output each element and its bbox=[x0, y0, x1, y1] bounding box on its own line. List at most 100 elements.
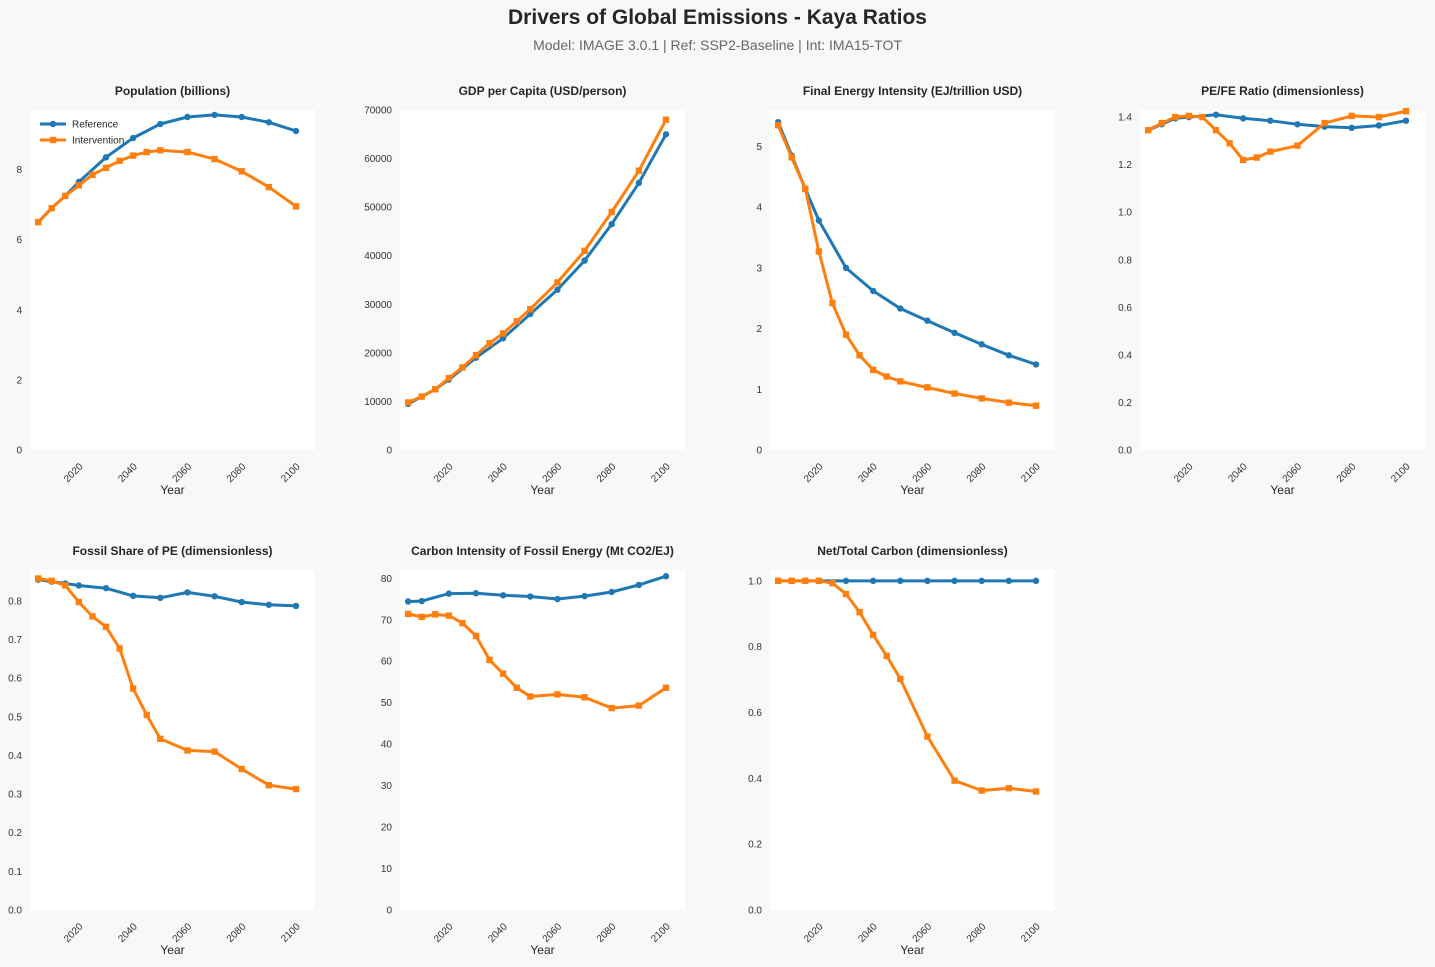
data-point bbox=[581, 247, 588, 255]
data-point bbox=[432, 611, 439, 618]
chart-title: Net/Total Carbon (dimensionless) bbox=[817, 544, 1007, 558]
x-tick-label: 2060 bbox=[541, 921, 565, 945]
chart-panel-7: Net/Total Carbon (dimensionless) 0.0 0.2 0.… bbox=[748, 544, 1055, 957]
data-point bbox=[527, 693, 534, 700]
data-point bbox=[472, 352, 480, 359]
data-point bbox=[211, 748, 218, 755]
x-tick-label: 2100 bbox=[1019, 461, 1043, 485]
y-tick-label: 20 bbox=[381, 823, 393, 834]
y-tick-label: 0.2 bbox=[8, 828, 22, 839]
data-point bbox=[978, 341, 985, 348]
data-point bbox=[581, 694, 588, 701]
data-point bbox=[238, 598, 245, 606]
y-tick-label: 0.8 bbox=[8, 596, 22, 607]
plot-area bbox=[30, 110, 315, 450]
x-tick-label: 2020 bbox=[802, 921, 826, 945]
data-point bbox=[34, 575, 42, 582]
data-point bbox=[292, 203, 300, 210]
x-tick-label: 2080 bbox=[965, 921, 989, 945]
data-point bbox=[869, 287, 877, 295]
plot-area bbox=[30, 570, 315, 910]
data-point bbox=[883, 652, 890, 660]
data-point bbox=[1032, 402, 1040, 409]
data-point bbox=[445, 590, 453, 597]
data-point bbox=[292, 785, 300, 793]
y-tick-label: 0.0 bbox=[8, 906, 22, 917]
data-point bbox=[404, 399, 412, 406]
data-point bbox=[157, 594, 164, 602]
data-point bbox=[129, 152, 137, 159]
data-point bbox=[1185, 112, 1193, 120]
y-tick-label: 0.6 bbox=[8, 674, 22, 685]
y-tick-label: 5 bbox=[756, 142, 762, 153]
data-point bbox=[129, 592, 137, 600]
x-axis-label: Year bbox=[530, 483, 554, 497]
chart-title: GDP per Capita (USD/person) bbox=[459, 84, 627, 98]
data-point bbox=[75, 182, 83, 189]
data-point bbox=[116, 645, 123, 652]
y-tick-label: 0.4 bbox=[748, 774, 762, 785]
x-tick-label: 2100 bbox=[279, 921, 303, 945]
data-point bbox=[924, 317, 931, 324]
x-tick-label: 2080 bbox=[595, 921, 619, 945]
data-point bbox=[788, 154, 795, 161]
x-tick-label: 2060 bbox=[911, 921, 935, 945]
y-tick-label: 0.0 bbox=[1118, 446, 1132, 457]
data-point bbox=[1294, 121, 1301, 128]
y-tick-label: 0 bbox=[756, 446, 762, 457]
data-point bbox=[554, 279, 561, 286]
data-point bbox=[432, 386, 439, 393]
data-point bbox=[499, 335, 507, 342]
y-tick-label: 3 bbox=[756, 263, 762, 274]
data-point bbox=[924, 577, 931, 585]
y-tick-label: 20000 bbox=[364, 348, 392, 359]
data-point bbox=[951, 390, 958, 397]
x-tick-label: 2100 bbox=[279, 461, 303, 485]
data-point bbox=[842, 264, 850, 272]
x-tick-label: 2100 bbox=[1019, 921, 1043, 945]
legend-marker bbox=[49, 136, 57, 144]
chart-panel-4: PE/FE Ratio (dimensionless) 0.0 0.2 0.4 0.6 0… bbox=[1118, 84, 1425, 497]
y-tick-label: 4 bbox=[756, 203, 762, 214]
data-point bbox=[404, 598, 412, 605]
data-point bbox=[829, 299, 836, 307]
data-point bbox=[802, 577, 809, 585]
y-tick-label: 80 bbox=[381, 574, 393, 585]
data-point bbox=[662, 116, 670, 123]
data-point bbox=[635, 581, 643, 589]
y-tick-label: 0.5 bbox=[8, 712, 22, 723]
data-point bbox=[842, 577, 850, 585]
x-tick-label: 2020 bbox=[432, 461, 456, 485]
data-point bbox=[62, 582, 69, 589]
y-tick-label: 0.6 bbox=[748, 708, 762, 719]
x-tick-label: 2020 bbox=[62, 921, 86, 945]
chart-title: Population (billions) bbox=[115, 84, 230, 98]
data-point bbox=[459, 364, 466, 371]
page-title: Drivers of Global Emissions - Kaya Ratio… bbox=[508, 6, 927, 29]
data-point bbox=[1032, 577, 1040, 585]
chart-title: PE/FE Ratio (dimensionless) bbox=[1201, 84, 1364, 98]
data-point bbox=[951, 777, 958, 784]
data-point bbox=[856, 608, 863, 616]
legend-label-intervention: Intervention bbox=[72, 136, 124, 147]
y-tick-label: 6 bbox=[16, 235, 22, 246]
data-point bbox=[418, 393, 425, 400]
data-point bbox=[418, 597, 425, 605]
data-point bbox=[842, 590, 850, 598]
data-point bbox=[238, 168, 245, 175]
plot-area bbox=[1140, 110, 1425, 450]
x-tick-label: 2040 bbox=[856, 921, 880, 945]
y-tick-label: 0 bbox=[16, 446, 22, 457]
data-point bbox=[157, 735, 164, 743]
data-point bbox=[774, 121, 782, 129]
data-point bbox=[211, 155, 218, 163]
x-tick-label: 2080 bbox=[225, 461, 249, 485]
data-point bbox=[102, 623, 110, 630]
data-point bbox=[1212, 127, 1220, 134]
data-point bbox=[404, 610, 412, 618]
data-point bbox=[924, 733, 931, 740]
data-point bbox=[472, 590, 480, 597]
data-point bbox=[1239, 115, 1247, 122]
data-point bbox=[211, 111, 218, 119]
